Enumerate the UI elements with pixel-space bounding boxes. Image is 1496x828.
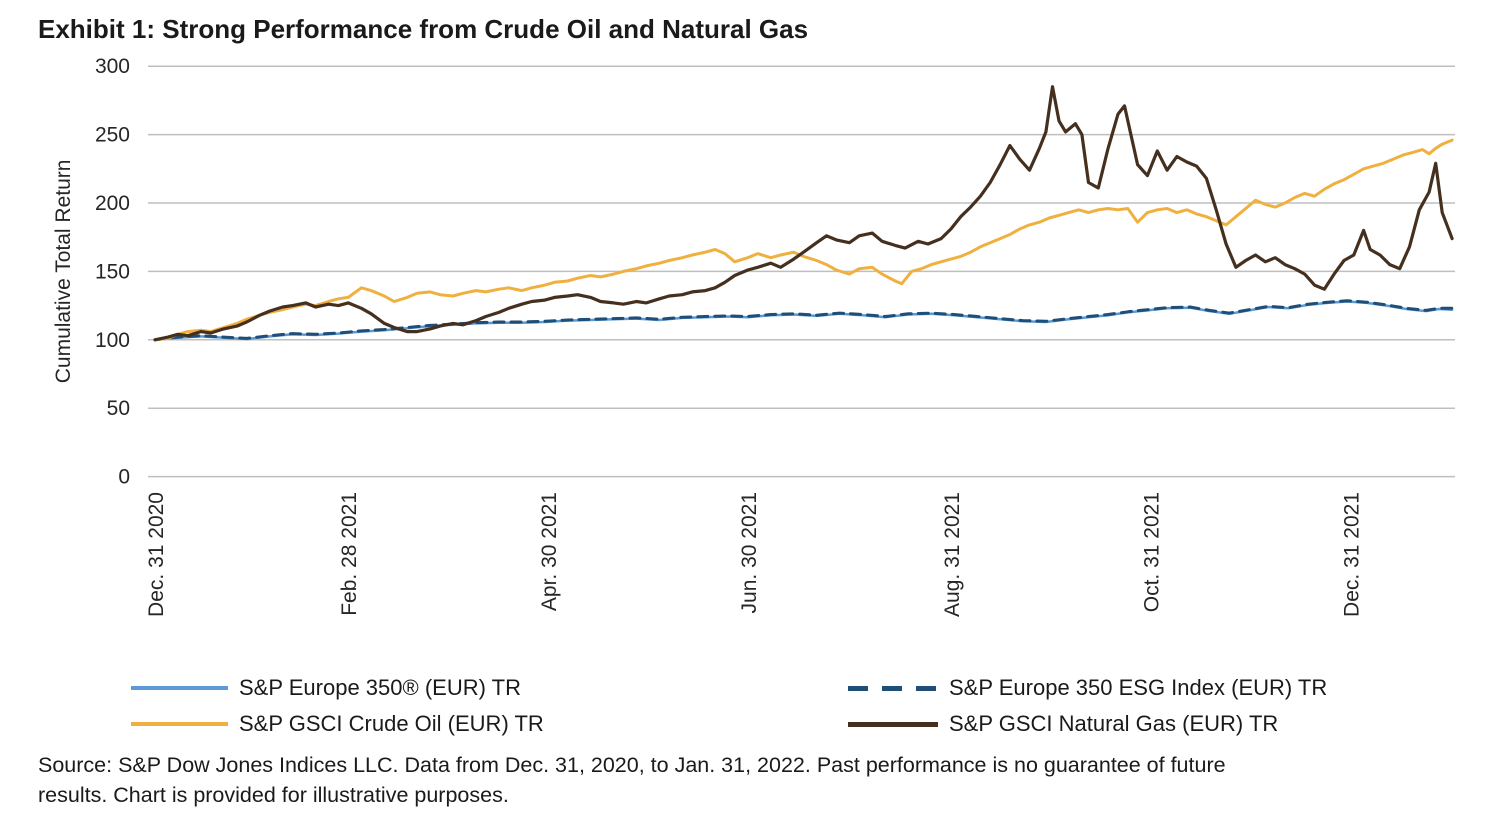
y-tick-labels: 0 50 100 150 200 250 300 <box>95 55 130 488</box>
x-tick-feb-28-2021: Feb. 28 2021 <box>338 492 361 616</box>
legend-label-crude-oil: S&P GSCI Crude Oil (EUR) TR <box>239 711 544 736</box>
source-note-line-2: results. Chart is provided for illustrat… <box>38 783 509 807</box>
series-line-1 <box>153 299 1454 342</box>
y-tick-50: 50 <box>107 397 130 420</box>
legend-label-europe-350-esg: S&P Europe 350 ESG Index (EUR) TR <box>949 675 1328 700</box>
y-tick-250: 250 <box>95 124 130 147</box>
legend-label-europe-350: S&P Europe 350® (EUR) TR <box>239 675 521 700</box>
y-tick-150: 150 <box>95 260 130 283</box>
legend-label-natural-gas: S&P GSCI Natural Gas (EUR) TR <box>949 711 1279 736</box>
y-tick-100: 100 <box>95 329 130 352</box>
performance-line-chart: 0 50 100 150 200 250 300 Cumulative Total Retur… <box>52 55 1455 617</box>
legend-swatch-crude-oil <box>131 722 228 726</box>
source-note-line-1: Source: S&P Dow Jones Indices LLC. Data … <box>38 753 1226 777</box>
y-tick-200: 200 <box>95 192 130 215</box>
y-tick-300: 300 <box>95 55 130 78</box>
legend-item-crude-oil: S&P GSCI Crude Oil (EUR) TR <box>131 710 544 738</box>
source-note: Source: S&P Dow Jones Indices LLC. Data … <box>38 750 1468 810</box>
x-tick-labels: Dec. 31 2020 Feb. 28 2021 Apr. 30 2021 Jun.… <box>145 492 1364 617</box>
x-tick-dec-31-2020: Dec. 31 2020 <box>145 492 168 617</box>
legend-item-europe-350: S&P Europe 350® (EUR) TR <box>131 674 521 702</box>
x-tick-jun-30-2021: Jun. 30 2021 <box>738 492 761 613</box>
legend-item-natural-gas: S&P GSCI Natural Gas (EUR) TR <box>848 710 1278 738</box>
legend-swatch-europe-350-esg <box>848 685 938 691</box>
x-tick-dec-31-2021: Dec. 31 2021 <box>1341 492 1364 617</box>
y-axis-title: Cumulative Total Return <box>52 160 75 384</box>
series-line-2 <box>153 138 1454 342</box>
y-tick-0: 0 <box>118 466 130 489</box>
series-line-3 <box>153 85 1454 342</box>
x-tick-oct-31-2021: Oct. 31 2021 <box>1141 492 1164 612</box>
x-tick-apr-30-2021: Apr. 30 2021 <box>538 492 561 611</box>
legend-swatch-natural-gas <box>848 721 938 727</box>
exhibit-title: Exhibit 1: Strong Performance from Crude… <box>38 14 809 44</box>
gridlines <box>148 65 1455 478</box>
legend-item-europe-350-esg: S&P Europe 350 ESG Index (EUR) TR <box>848 674 1327 702</box>
x-tick-aug-31-2021: Aug. 31 2021 <box>941 492 964 617</box>
legend-swatch-europe-350 <box>131 686 228 690</box>
